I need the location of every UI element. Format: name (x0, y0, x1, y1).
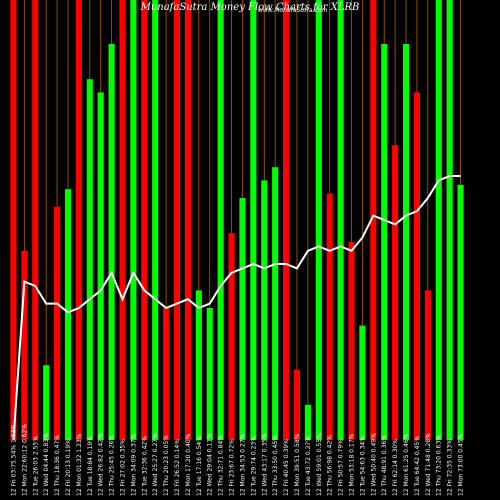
x-tick-label: 12 Wed 43:17 0.35% (261, 433, 268, 496)
x-tick-label: 12 Thu 32:71 0.84% (218, 435, 225, 496)
x-tick-label: 12 Tue 32:36 0.42% (141, 436, 148, 496)
x-tick-label: 12 Tue 18:84 0.19% (87, 436, 94, 496)
bar (163, 308, 170, 440)
x-tick-label: 12 Tue 29:74 0.23% (250, 436, 257, 496)
bar (272, 167, 279, 440)
bar (10, 0, 17, 440)
x-tick-label: 12 Wed 50:40 0.49% (370, 433, 377, 496)
bar (173, 0, 181, 440)
x-tick-label: 12 Mon 61:25 0.46% (403, 433, 410, 496)
x-tick-label: 12 Thu 73:20 0.63% (436, 435, 443, 496)
bar (43, 365, 50, 440)
bar (413, 92, 420, 441)
bar (228, 233, 235, 440)
bar (337, 0, 344, 440)
bar (446, 0, 453, 440)
x-tick-label: 12 Thu 56:98 0.42% (327, 435, 334, 496)
x-tick-label: 12 Fri 23:67 0.72% (229, 439, 236, 496)
bar (283, 0, 290, 440)
x-tick-label: 12 Thu 33:50 0.45% (272, 435, 279, 496)
x-tick-label: 12 Thu 48:91 0.36% (381, 435, 388, 496)
bar (64, 189, 72, 440)
x-tick-label: 12 Fri 40:45 0.39% (283, 439, 290, 496)
x-tick-label: 12 Wed 04:44 0.83% (43, 433, 50, 496)
x-tick-label: 12 Mon 17:20 0.40% (185, 433, 192, 496)
bar (359, 325, 366, 440)
bar (32, 0, 39, 440)
x-tick-label: 12 Mon 22:60:12 0.62% (21, 424, 28, 496)
x-tick-label: 12 Thu 25:45 0.26% (109, 435, 116, 496)
x-tick-label: 12 Thu 20:23 0.05% (163, 435, 170, 496)
x-tick-label: 12 Wed 71:48 0.28% (425, 433, 432, 496)
x-tick-label: 12 Tue 64:42 0.45% (414, 436, 421, 496)
x-tick-label: 12 Mon 39:51 0.58% (294, 433, 301, 496)
chart-title: MunafaSutra Money Flow Charts for XLRB (140, 2, 360, 13)
bar (54, 206, 61, 440)
bar (217, 0, 224, 440)
x-tick-label: 12 Fri 03:75.54% 1.03% (10, 424, 17, 496)
bar (435, 0, 442, 440)
bar (424, 290, 431, 440)
bar (402, 44, 410, 440)
x-tick-label: 12 Mon 01:32 1.23% (76, 433, 83, 496)
bar (21, 250, 28, 440)
bar (348, 242, 355, 440)
x-tick-label: 12 Fri 26:52 0.14% (174, 439, 181, 496)
bar (381, 44, 388, 440)
x-tick-label: 12 Wed 26:82 0.42% (98, 433, 105, 496)
bar (392, 145, 399, 440)
bar (75, 0, 82, 440)
x-tick-label: 12 Fri 62:14 0.30% (392, 439, 399, 496)
bar (108, 44, 115, 440)
bar (97, 92, 104, 441)
x-tick-label: 12 Mon 34:53 0.27% (239, 433, 246, 496)
x-tick-label: 12 Fri 27:02 0.35% (120, 439, 127, 496)
watermark-text: www.MunafaSutra.com (258, 7, 327, 14)
x-tick-label: 12 Mon 53:18 0.17% (349, 433, 356, 496)
bar (370, 0, 377, 440)
x-tick-label: 12 Thu 18:36 0.47% (54, 435, 61, 496)
x-tick-label: 12 Tue 43:72 0.27% (305, 436, 312, 496)
x-tick-label: 12 Wed 29:04 0.11% (207, 433, 214, 496)
x-tick-label: 12 Fri 50:57 0.79% (338, 439, 345, 496)
x-tick-label: 12 Wed 59:01 0.55% (316, 433, 323, 496)
bar (315, 0, 322, 440)
bar (239, 198, 246, 440)
x-tick-label: 12 Tue 26:03 2.55% (32, 436, 39, 496)
bar (326, 193, 333, 440)
x-tick-label: 12 Fri 72:35 0.33% (447, 439, 454, 496)
bar (184, 0, 191, 440)
bar (152, 0, 159, 440)
x-tick-label: 12 Mon 34:09 0.37% (130, 433, 137, 496)
bar (250, 0, 257, 440)
bar (293, 369, 301, 440)
bar (119, 0, 126, 440)
bar (457, 184, 464, 440)
bar (206, 308, 213, 440)
bar (130, 0, 137, 440)
money-flow-line (12, 175, 461, 441)
bar (261, 180, 268, 440)
x-tick-label: 12 Fri 20:13 0.19% (65, 439, 72, 496)
x-tick-label: 12 Tue 17:16 0.54% (196, 436, 203, 496)
bar (195, 290, 202, 440)
bar (304, 404, 311, 440)
x-tick-label: 12 Tue 54:63 0.34% (359, 436, 366, 496)
bar (86, 79, 93, 440)
x-tick-label: 12 Wed 25:27 0.27% (152, 433, 159, 496)
x-tick-label: 12 Mon 73:00 0.45% (458, 433, 465, 496)
bar (141, 0, 148, 440)
